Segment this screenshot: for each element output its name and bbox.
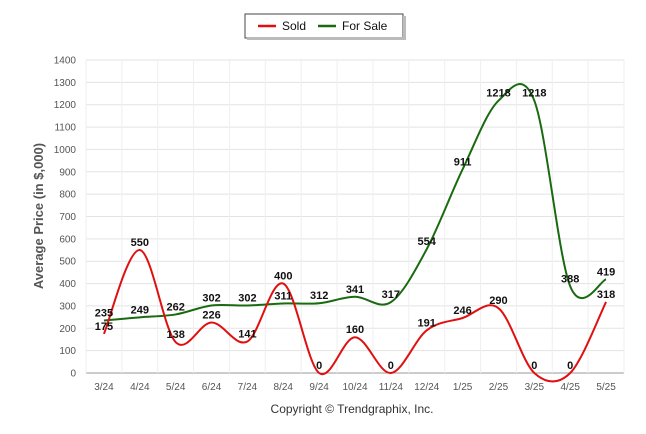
y-axis-title: Average Price (in $,000) bbox=[31, 143, 46, 289]
x-tick-label: 5/25 bbox=[596, 382, 616, 393]
data-label-sold: 0 bbox=[531, 360, 537, 372]
data-labels: 175 550 138 226 141 400 0 160 0 191 246 290 0 0 318 235… bbox=[95, 88, 615, 372]
y-tick-label: 900 bbox=[59, 167, 76, 178]
data-label-sold: 290 bbox=[489, 295, 507, 307]
y-tick-label: 600 bbox=[59, 234, 76, 245]
data-label-sold: 226 bbox=[202, 309, 220, 321]
series-line-sold bbox=[103, 249, 607, 383]
data-label-for-sale: 312 bbox=[310, 290, 328, 302]
series-lines bbox=[103, 83, 607, 383]
data-label-for-sale: 554 bbox=[418, 236, 437, 248]
data-label-sold: 0 bbox=[388, 360, 394, 372]
data-label-sold: 550 bbox=[131, 237, 149, 249]
data-label-for-sale: 235 bbox=[95, 307, 113, 319]
series-line-for-sale bbox=[103, 83, 607, 322]
y-tick-label: 700 bbox=[59, 212, 76, 223]
y-tick-label: 1400 bbox=[54, 56, 77, 67]
legend-label: For Sale bbox=[342, 19, 388, 33]
data-label-for-sale: 249 bbox=[131, 304, 149, 316]
x-tick-label: 12/24 bbox=[414, 382, 439, 393]
data-label-sold: 141 bbox=[238, 328, 256, 340]
legend: Sold For Sale bbox=[244, 13, 406, 40]
data-label-sold: 318 bbox=[597, 289, 615, 301]
y-tick-label: 400 bbox=[59, 279, 76, 290]
x-tick-label: 11/24 bbox=[379, 382, 404, 393]
x-tick-label: 3/24 bbox=[94, 382, 114, 393]
data-label-for-sale: 911 bbox=[454, 156, 472, 168]
data-label-sold: 175 bbox=[95, 321, 113, 333]
y-tick-label: 0 bbox=[70, 369, 76, 380]
y-tick-label: 1100 bbox=[54, 123, 76, 134]
y-tick-label: 200 bbox=[59, 324, 76, 335]
data-label-sold: 0 bbox=[567, 360, 573, 372]
x-tick-label: 4/24 bbox=[130, 382, 150, 393]
data-label-sold: 191 bbox=[418, 317, 436, 329]
data-label-sold: 0 bbox=[316, 360, 322, 372]
x-tick-label: 9/24 bbox=[309, 382, 329, 393]
x-tick-label: 4/25 bbox=[560, 382, 580, 393]
x-tick-label: 5/24 bbox=[166, 382, 186, 393]
x-tick-label: 6/24 bbox=[202, 382, 222, 393]
y-tick-label: 1200 bbox=[54, 100, 77, 111]
data-label-sold: 400 bbox=[274, 271, 292, 283]
data-label-for-sale: 419 bbox=[597, 266, 615, 278]
data-label-for-sale: 341 bbox=[346, 284, 364, 296]
data-label-sold: 160 bbox=[346, 324, 364, 336]
y-tick-label: 1300 bbox=[54, 78, 77, 89]
data-label-sold: 138 bbox=[166, 329, 184, 341]
data-label-for-sale: 1218 bbox=[486, 88, 510, 100]
data-label-for-sale: 302 bbox=[238, 292, 256, 304]
data-label-for-sale: 262 bbox=[166, 301, 184, 313]
x-axis: 3/24 4/24 5/24 6/24 7/24 8/24 9/24 10/24 11/24 12… bbox=[94, 382, 616, 393]
y-tick-label: 1000 bbox=[54, 145, 77, 156]
y-tick-label: 800 bbox=[59, 190, 76, 201]
y-tick-label: 100 bbox=[59, 346, 76, 357]
data-label-for-sale: 302 bbox=[202, 292, 220, 304]
x-tick-label: 2/25 bbox=[489, 382, 509, 393]
x-tick-label: 7/24 bbox=[238, 382, 258, 393]
data-label-for-sale: 1218 bbox=[522, 88, 546, 100]
data-label-for-sale: 317 bbox=[382, 289, 400, 301]
legend-label: Sold bbox=[282, 19, 306, 33]
x-tick-label: 10/24 bbox=[342, 382, 367, 393]
copyright-text: Copyright © Trendgraphix, Inc. bbox=[271, 402, 434, 416]
data-label-for-sale: 311 bbox=[274, 290, 292, 302]
y-tick-label: 300 bbox=[59, 301, 76, 312]
y-tick-label: 500 bbox=[59, 257, 76, 268]
x-tick-label: 1/25 bbox=[453, 382, 473, 393]
y-axis: 0 100 200 300 400 500 600 700 800 900 1000 1100 1200… bbox=[54, 56, 77, 380]
gridlines bbox=[85, 59, 625, 374]
x-tick-label: 8/24 bbox=[274, 382, 294, 393]
data-label-for-sale: 388 bbox=[561, 273, 579, 285]
data-label-sold: 246 bbox=[453, 305, 471, 317]
x-tick-label: 3/25 bbox=[525, 382, 545, 393]
